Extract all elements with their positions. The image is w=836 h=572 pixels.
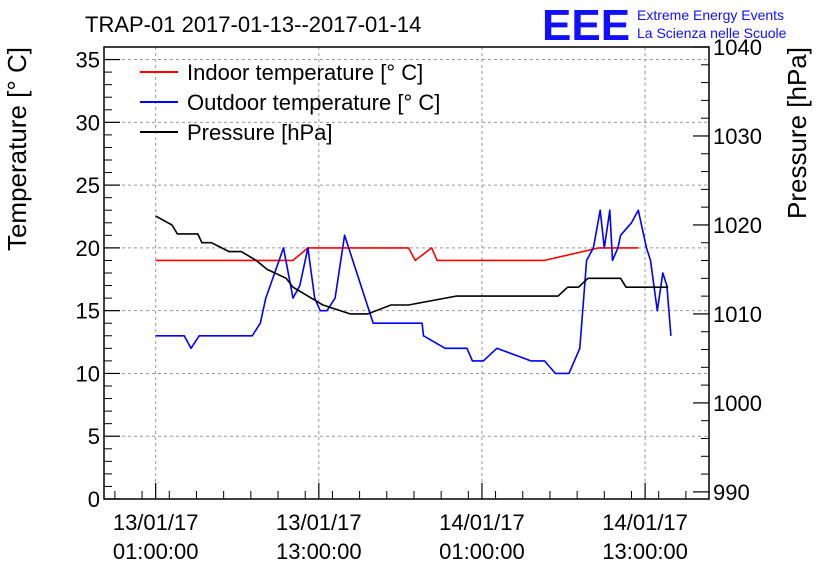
x-tick-label-date: 14/01/17 <box>439 510 525 535</box>
y-tick-label: 30 <box>76 110 100 135</box>
series-layer <box>155 209 672 375</box>
x-tick-label-time: 13:00:00 <box>602 539 688 564</box>
legend-label: Outdoor temperature [° C] <box>187 90 440 115</box>
x-tick-label-date: 13/01/17 <box>276 510 362 535</box>
x-tick-label-time: 13:00:00 <box>276 539 362 564</box>
series-line-2 <box>155 215 669 315</box>
axes: 0 5 10 15 20 25 30 35 990 1000 1010 1020 1030 1040 13/… <box>76 35 762 564</box>
x-tick-label-date: 13/01/17 <box>113 510 199 535</box>
y-tick-label: 5 <box>88 424 100 449</box>
y2-tick-label: 1020 <box>713 213 762 238</box>
x-tick-label-time: 01:00:00 <box>439 539 525 564</box>
y2-tick-label: 1000 <box>713 391 762 416</box>
series-line-1 <box>155 209 672 375</box>
x-tick-label-time: 01:00:00 <box>113 539 199 564</box>
x-tick-label-date: 14/01/17 <box>602 510 688 535</box>
eee-logo: EEE Extreme Energy Events La Scienza nel… <box>542 1 787 50</box>
y2-tick-label: 1030 <box>713 124 762 149</box>
y2-tick-label: 990 <box>713 480 750 505</box>
eee-logo-mark: EEE <box>542 1 630 50</box>
y2-tick-label: 1010 <box>713 302 762 327</box>
y2-tick-label: 1040 <box>713 35 762 60</box>
legend: Indoor temperature [° C] Outdoor temperat… <box>140 60 440 145</box>
chart-title: TRAP-01 2017-01-13--2017-01-14 <box>85 12 421 37</box>
legend-label: Indoor temperature [° C] <box>187 60 423 85</box>
legend-label: Pressure [hPa] <box>187 120 333 145</box>
y2-axis-label: Pressure [hPa] <box>782 47 812 219</box>
y-tick-label: 25 <box>76 173 100 198</box>
y-tick-label: 10 <box>76 361 100 386</box>
y-tick-label: 35 <box>76 48 100 73</box>
eee-logo-line2: La Scienza nelle Scuole <box>637 25 787 41</box>
y-tick-label: 15 <box>76 299 100 324</box>
y-tick-label: 20 <box>76 236 100 261</box>
y-axis-label: Temperature [° C] <box>2 47 32 251</box>
y-tick-label: 0 <box>88 487 100 512</box>
series-line-0 <box>155 247 639 262</box>
eee-logo-line1: Extreme Energy Events <box>637 7 784 23</box>
